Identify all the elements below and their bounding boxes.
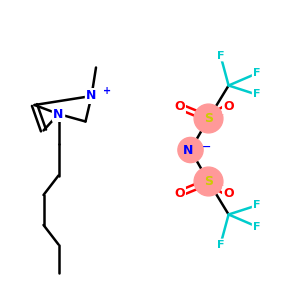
Text: N: N <box>53 107 64 121</box>
Text: S: S <box>204 175 213 188</box>
Text: +: + <box>103 86 112 97</box>
Text: N: N <box>183 143 193 157</box>
Text: F: F <box>217 239 224 250</box>
Text: F: F <box>253 221 260 232</box>
Text: −: − <box>202 142 211 152</box>
Text: O: O <box>223 187 234 200</box>
Circle shape <box>194 167 223 196</box>
Text: O: O <box>174 100 185 113</box>
Text: O: O <box>223 100 234 113</box>
Text: F: F <box>253 89 260 100</box>
Text: F: F <box>217 50 224 61</box>
Text: O: O <box>174 187 185 200</box>
Text: F: F <box>253 68 260 79</box>
Circle shape <box>178 137 203 163</box>
Text: S: S <box>204 112 213 125</box>
Circle shape <box>194 104 223 133</box>
Text: F: F <box>253 200 260 211</box>
Text: N: N <box>86 89 97 103</box>
